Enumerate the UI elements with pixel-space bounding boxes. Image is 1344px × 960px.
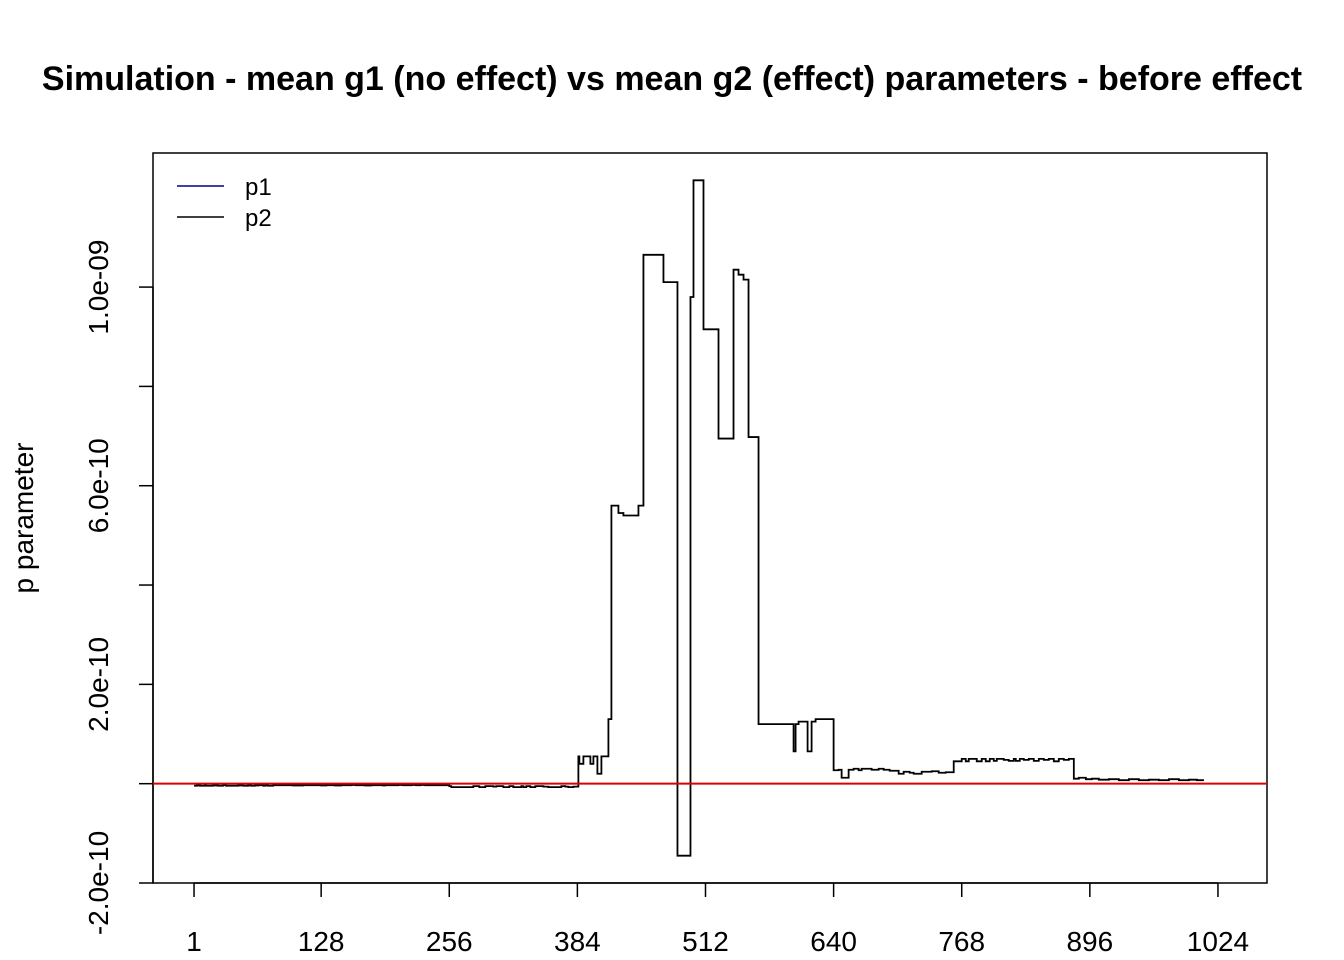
y-axis: -2.0e-10 2.0e-10 6.0e-10 1.0e-09 bbox=[83, 240, 154, 935]
plot-frame bbox=[152, 152, 1268, 884]
y-axis-label: p parameter bbox=[8, 443, 39, 594]
x-axis: 1 128 256 384 512 640 768 896 1024 bbox=[186, 882, 1249, 957]
x-tick-label: 640 bbox=[810, 926, 857, 957]
x-tick-label: 512 bbox=[682, 926, 729, 957]
x-tick-label: 1024 bbox=[1187, 926, 1249, 957]
x-tick-label: 896 bbox=[1066, 926, 1113, 957]
x-tick-label: 384 bbox=[554, 926, 601, 957]
x-tick-label: 256 bbox=[426, 926, 473, 957]
y-tick-label: 6.0e-10 bbox=[83, 438, 114, 533]
x-tick-label: 768 bbox=[938, 926, 985, 957]
x-tick-label: 1 bbox=[186, 926, 202, 957]
y-tick-label: 2.0e-10 bbox=[83, 637, 114, 732]
plot-area bbox=[153, 179, 1267, 857]
x-tick-label: 128 bbox=[298, 926, 345, 957]
series-p2-line bbox=[194, 179, 1204, 857]
legend-label-p2: p2 bbox=[245, 205, 272, 232]
chart-title: Simulation - mean g1 (no effect) vs mean… bbox=[42, 60, 1302, 98]
y-tick-label: 1.0e-09 bbox=[83, 240, 114, 335]
legend-label-p1: p1 bbox=[245, 174, 272, 201]
y-tick-label: -2.0e-10 bbox=[83, 831, 114, 935]
